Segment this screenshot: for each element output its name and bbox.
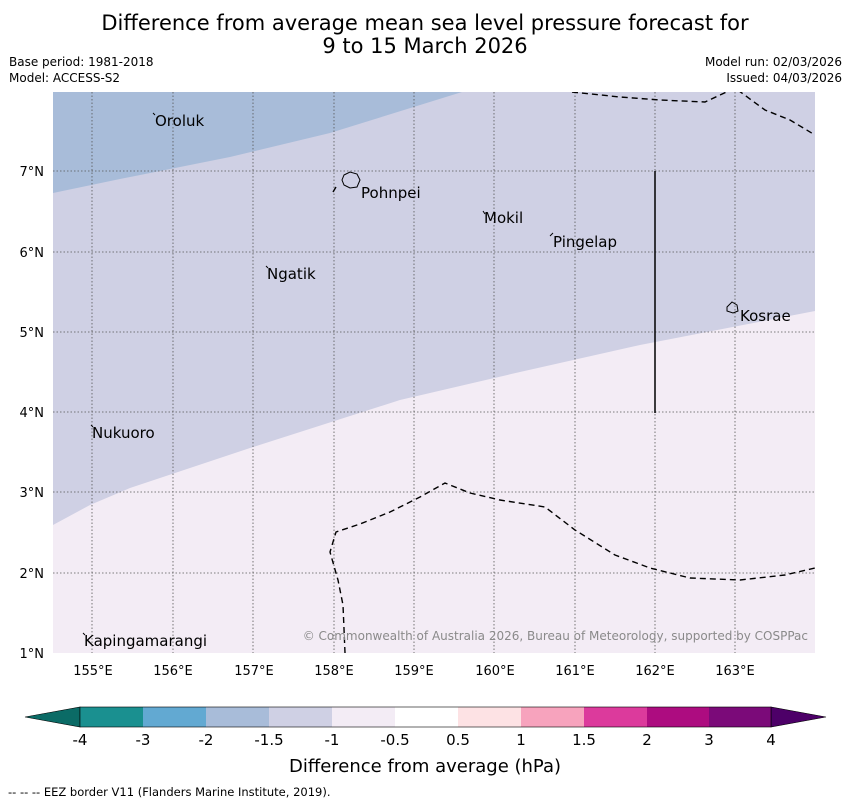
colorbar-outline — [79, 706, 772, 728]
colorbar-tick: 1 — [516, 731, 526, 749]
chart-title: Difference from average mean sea level p… — [0, 12, 850, 58]
colorbar-tick: -2 — [199, 731, 214, 749]
colorbar-tick: -0.5 — [380, 731, 409, 749]
colorbar-tick: -1.5 — [254, 731, 283, 749]
eez-border-pohnpei — [332, 186, 337, 193]
map-area: Oroluk Pohnpei Mokil Pingelap Ngatik Kos… — [53, 92, 815, 653]
zone-minus15-to-minus1 — [53, 92, 815, 525]
colorbar-segment — [521, 707, 584, 727]
nukuoro-mark — [90, 424, 94, 428]
colorbar: -4 -3 -2 -1.5 -1 -0.5 0.5 1 1.5 2 3 4 Di… — [24, 706, 827, 777]
model-name: Model: ACCESS-S2 — [9, 71, 121, 85]
meta-left: Base period: 1981-2018 Model: ACCESS-S2 — [9, 54, 154, 86]
lat-label: 5°N — [20, 326, 45, 341]
colorbar-tick: -1 — [325, 731, 340, 749]
colorbar-segment — [143, 707, 206, 727]
colorbar-tick: 4 — [766, 731, 776, 749]
colorbar-tick: -4 — [73, 731, 88, 749]
kapingamarangi-mark — [82, 632, 86, 636]
eez-borders — [329, 92, 815, 653]
lon-label: 159°E — [394, 664, 434, 679]
mokil-mark — [482, 210, 486, 215]
lat-label: 2°N — [20, 567, 45, 582]
colorbar-label: Difference from average (hPa) — [289, 756, 561, 777]
colorbar-tick: 2 — [642, 731, 652, 749]
colorbar-low-arrow — [24, 706, 81, 728]
label-mokil: Mokil — [484, 209, 523, 227]
eez-border-north — [571, 92, 815, 136]
colorbar-tick: 1.5 — [572, 731, 596, 749]
colorbar-tick-labels: -4 -3 -2 -1.5 -1 -0.5 0.5 1 1.5 2 3 4 — [73, 731, 776, 749]
model-run: Model run: 02/03/2026 — [704, 55, 842, 69]
kosrae-coast — [726, 301, 739, 314]
lat-label: 6°N — [20, 246, 45, 261]
lon-label: 158°E — [314, 664, 354, 679]
label-ngatik: Ngatik — [267, 265, 316, 283]
colorbar-segment — [458, 707, 521, 727]
colorbar-segment — [584, 707, 647, 727]
footnote: -- -- -- EEZ border V11 (Flanders Marine… — [8, 785, 331, 799]
ngatik-mark — [265, 265, 269, 269]
colorbar-segment — [80, 707, 143, 727]
title-line-2: 9 to 15 March 2026 — [322, 34, 528, 58]
lon-label: 156°E — [153, 664, 193, 679]
colorbar-tick: 0.5 — [446, 731, 470, 749]
title-line-1: Difference from average mean sea level p… — [101, 11, 749, 35]
lat-label: 3°N — [20, 486, 45, 501]
label-pingelap: Pingelap — [553, 233, 617, 251]
lon-label: 163°E — [715, 664, 755, 679]
colorbar-high-arrow — [770, 706, 827, 728]
lon-label: 161°E — [555, 664, 595, 679]
lon-label: 157°E — [234, 664, 274, 679]
lon-tick-labels: 155°E 156°E 157°E 158°E 159°E 160°E 161°… — [73, 664, 755, 679]
lat-tick-labels: 7°N 6°N 5°N 4°N 3°N 2°N 1°N — [20, 165, 45, 662]
lon-label: 162°E — [635, 664, 675, 679]
issued-date: Issued: 04/03/2026 — [726, 71, 842, 85]
colorbar-tick: -3 — [136, 731, 151, 749]
colorbar-segment — [395, 707, 458, 727]
colorbar-segment — [269, 707, 332, 727]
pingelap-mark — [549, 232, 554, 237]
islands — [82, 112, 739, 636]
label-kosrae: Kosrae — [740, 307, 791, 325]
label-pohnpei: Pohnpei — [361, 184, 421, 202]
label-oroluk: Oroluk — [155, 112, 204, 130]
oroluk-mark — [152, 112, 156, 116]
zone-minus2-to-minus15 — [53, 92, 462, 193]
colorbar-segment — [647, 707, 709, 727]
lat-label: 1°N — [20, 647, 45, 662]
lon-label: 155°E — [73, 664, 113, 679]
label-kapingamarangi: Kapingamarangi — [84, 632, 207, 650]
place-labels: Oroluk Pohnpei Mokil Pingelap Ngatik Kos… — [84, 112, 791, 650]
colorbar-segment — [206, 707, 269, 727]
base-period: Base period: 1981-2018 — [9, 55, 154, 69]
colorbar-segment — [709, 707, 771, 727]
colorbar-tick: 3 — [704, 731, 714, 749]
lon-label: 160°E — [475, 664, 515, 679]
colorbar-segment — [332, 707, 395, 727]
copyright-text: © Commonwealth of Australia 2026, Bureau… — [303, 629, 808, 643]
pohnpei-coast — [341, 171, 361, 189]
eez-border-south — [329, 482, 815, 653]
lat-label: 4°N — [20, 406, 45, 421]
lat-label: 7°N — [20, 165, 45, 180]
meta-right: Model run: 02/03/2026 Issued: 04/03/2026 — [705, 54, 842, 86]
label-nukuoro: Nukuoro — [92, 424, 155, 442]
